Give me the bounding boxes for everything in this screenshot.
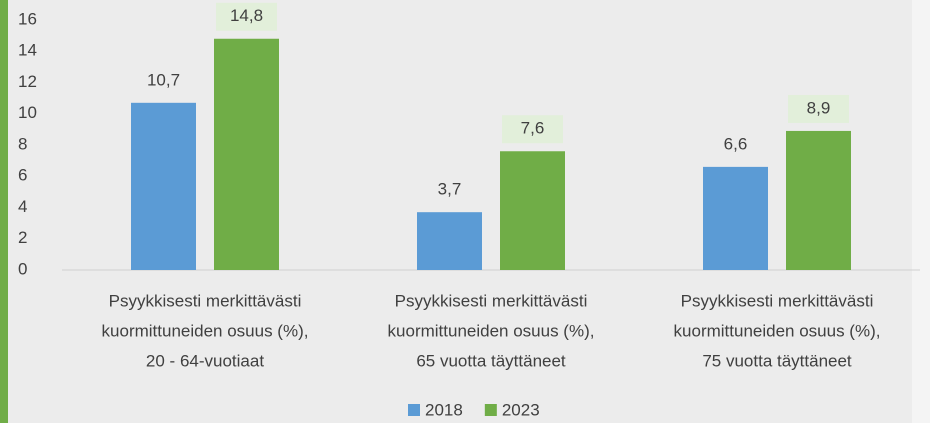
bar	[500, 151, 565, 270]
x-tick-label: kuormittuneiden osuus (%),	[674, 321, 881, 340]
data-label: 8,9	[807, 98, 831, 117]
bar	[786, 130, 851, 270]
bar	[417, 212, 482, 270]
data-label-box	[502, 115, 563, 144]
bar	[703, 166, 768, 270]
accent-stripe	[0, 0, 8, 423]
y-tick-label: 4	[18, 197, 27, 216]
y-tick-label: 0	[18, 259, 27, 278]
data-label: 6,6	[724, 134, 748, 153]
x-tick-label: Psyykkisesti merkittävästi	[395, 291, 588, 310]
y-tick-label: 10	[18, 103, 37, 122]
legend-label: 2018	[425, 400, 463, 419]
data-label: 14,8	[230, 6, 263, 25]
y-tick-label: 6	[18, 166, 27, 185]
legend-swatch	[484, 404, 497, 416]
x-tick-label: kuormittuneiden osuus (%),	[388, 321, 595, 340]
legend-label: 2023	[502, 400, 540, 419]
data-label-box	[216, 2, 277, 31]
data-label: 3,7	[438, 180, 462, 199]
y-tick-label: 16	[18, 9, 37, 28]
x-tick-label: 65 vuotta täyttäneet	[416, 351, 566, 370]
x-tick-label: kuormittuneiden osuus (%),	[102, 321, 309, 340]
x-tick-label: Psyykkisesti merkittävästi	[681, 291, 874, 310]
x-tick-label: 20 - 64-vuotiaat	[146, 351, 264, 370]
legend-swatch	[408, 404, 420, 416]
data-label: 10,7	[147, 70, 180, 89]
data-label-box	[788, 94, 849, 123]
y-tick-label: 12	[18, 72, 37, 91]
y-tick-label: 14	[18, 41, 37, 60]
bar	[214, 38, 279, 270]
x-tick-label: 75 vuotta täyttäneet	[702, 351, 852, 370]
bar	[131, 102, 196, 270]
y-tick-label: 8	[18, 134, 27, 153]
x-tick-label: Psyykkisesti merkittävästi	[109, 291, 302, 310]
data-label: 7,6	[521, 119, 545, 138]
y-tick-label: 2	[18, 228, 27, 247]
right-margin	[912, 0, 930, 423]
